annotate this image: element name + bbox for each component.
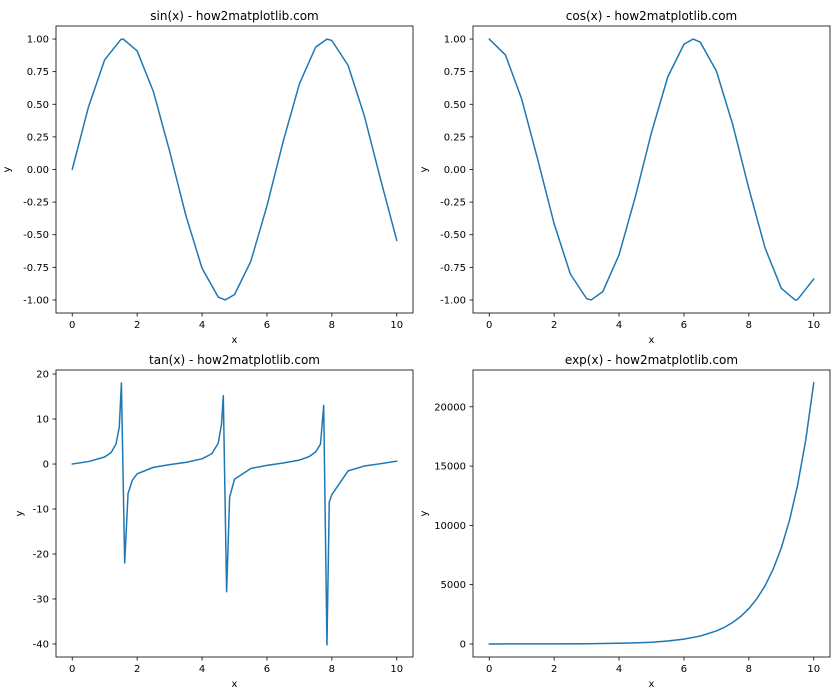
tan-x-tick-label: 2 <box>134 664 140 675</box>
cos-y-tick-label: -1.00 <box>440 295 466 306</box>
tan-y-ticks: -40 -30 -20 -10 0 10 20 <box>33 370 56 650</box>
cos-x-tick-label: 10 <box>807 320 820 331</box>
cos-title: cos(x) - how2matplotlib.com <box>566 9 738 23</box>
tan-y-tick-label: 0 <box>43 460 49 471</box>
sin-y-tick-label: 0.00 <box>27 165 49 176</box>
cos-y-tick-label: 0.50 <box>444 100 466 111</box>
sin-y-tick-label: 0.75 <box>27 67 49 78</box>
cos-x-tick-label: 6 <box>681 320 687 331</box>
exp-x-tick-label: 8 <box>746 664 752 675</box>
exp-y-tick-label: 20000 <box>434 402 466 413</box>
cos-y-tick-label: 0.00 <box>444 165 466 176</box>
tan-title: tan(x) - how2matplotlib.com <box>149 353 320 367</box>
sin-x-tick-label: 0 <box>69 320 75 331</box>
exp-x-tick-label: 4 <box>616 664 622 675</box>
exp-plot-area <box>488 381 815 645</box>
sin-x-tick-label: 6 <box>264 320 270 331</box>
cos-y-tick-label: 1.00 <box>444 35 466 46</box>
cos-x-tick-label: 0 <box>486 320 492 331</box>
exp-x-axis-label: x <box>649 679 655 690</box>
tan-series-line-0 <box>71 382 398 646</box>
exp-axes-frame <box>472 369 831 658</box>
exp-x-tick-label: 2 <box>551 664 557 675</box>
cos-x-tick-label: 8 <box>746 320 752 331</box>
cos-x-axis-label: x <box>649 335 655 346</box>
exp-x-tick-label: 6 <box>681 664 687 675</box>
exp-y-tick-label: 15000 <box>434 462 466 473</box>
cos-plot-area <box>488 38 815 301</box>
tan-x-tick-label: 8 <box>329 664 335 675</box>
sin-plot-area <box>71 38 398 301</box>
sin-y-axis-label: y <box>2 166 13 172</box>
sin-series-line-0 <box>71 38 398 301</box>
sin-y-tick-label: -0.50 <box>23 230 49 241</box>
sin-y-tick-label: 1.00 <box>27 35 49 46</box>
tan-y-tick-label: -20 <box>33 549 49 560</box>
sin-y-tick-label: 0.25 <box>27 132 49 143</box>
sin-x-tick-label: 10 <box>390 320 403 331</box>
exp-series-line-0 <box>488 381 815 645</box>
sin-x-ticks: 0 2 4 6 8 10 <box>69 313 403 331</box>
exp-y-tick-label: 10000 <box>434 521 466 532</box>
tan-axes-frame <box>55 369 414 658</box>
exp-x-tick-label: 0 <box>486 664 492 675</box>
sin-x-tick-label: 8 <box>329 320 335 331</box>
cos-y-tick-label: 0.75 <box>444 67 466 78</box>
cos-y-tick-label: -0.25 <box>440 198 466 209</box>
cos-y-tick-label: -0.50 <box>440 230 466 241</box>
exp-x-tick-label: 10 <box>807 664 820 675</box>
tan-x-tick-label: 10 <box>390 664 403 675</box>
tan-y-axis-label: y <box>14 510 25 516</box>
exp-x-ticks: 0 2 4 6 8 10 <box>486 657 820 675</box>
tan-x-ticks: 0 2 4 6 8 10 <box>69 657 403 675</box>
cos-x-tick-label: 2 <box>551 320 557 331</box>
cos-y-tick-label: 0.25 <box>444 132 466 143</box>
tan-x-tick-label: 6 <box>264 664 270 675</box>
exp-y-tick-label: 0 <box>460 639 466 650</box>
tan-y-tick-label: -10 <box>33 505 49 516</box>
cos-series-line-0 <box>488 38 815 301</box>
sin-y-tick-label: -0.25 <box>23 198 49 209</box>
cos-y-ticks: -1.00 -0.75 -0.50 -0.25 0.00 0.25 0.50 0.75 1.00 <box>440 35 473 306</box>
tan-plot-area <box>71 382 398 646</box>
sin-x-tick-label: 2 <box>134 320 140 331</box>
sin-title: sin(x) - how2matplotlib.com <box>150 9 319 23</box>
sin-x-axis-label: x <box>232 335 238 346</box>
sin-y-ticks: -1.00 -0.75 -0.50 -0.25 0.00 0.25 0.50 0.75 1.00 <box>23 35 56 306</box>
cos-y-tick-label: -0.75 <box>440 263 466 274</box>
tan-y-tick-label: 20 <box>36 370 49 381</box>
exp-title: exp(x) - how2matplotlib.com <box>565 353 738 367</box>
cos-panel: cos(x) - how2matplotlib.com 0 2 4 6 8 10 -1.0… <box>419 9 831 346</box>
tan-y-tick-label: 10 <box>36 415 49 426</box>
sin-x-tick-label: 4 <box>199 320 205 331</box>
exp-y-axis-label: y <box>419 510 430 516</box>
cos-x-ticks: 0 2 4 6 8 10 <box>486 313 820 331</box>
sin-y-tick-label: -0.75 <box>23 263 49 274</box>
tan-y-tick-label: -40 <box>33 639 49 650</box>
cos-x-tick-label: 4 <box>616 320 622 331</box>
tan-x-tick-label: 0 <box>69 664 75 675</box>
exp-panel: exp(x) - how2matplotlib.com 0 2 4 6 8 10 0 500… <box>419 353 831 690</box>
sin-y-tick-label: 0.50 <box>27 100 49 111</box>
sin-y-tick-label: -1.00 <box>23 295 49 306</box>
exp-y-ticks: 0 5000 10000 15000 20000 <box>434 402 473 650</box>
tan-x-axis-label: x <box>232 679 238 690</box>
exp-y-tick-label: 5000 <box>441 580 466 591</box>
tan-y-tick-label: -30 <box>33 594 49 605</box>
sin-panel: sin(x) - how2matplotlib.com 0 2 4 6 8 10 -1.0… <box>2 9 414 346</box>
cos-y-axis-label: y <box>419 166 430 172</box>
tan-panel: tan(x) - how2matplotlib.com 0 2 4 6 8 10 -40-… <box>14 353 414 690</box>
tan-x-tick-label: 4 <box>199 664 205 675</box>
